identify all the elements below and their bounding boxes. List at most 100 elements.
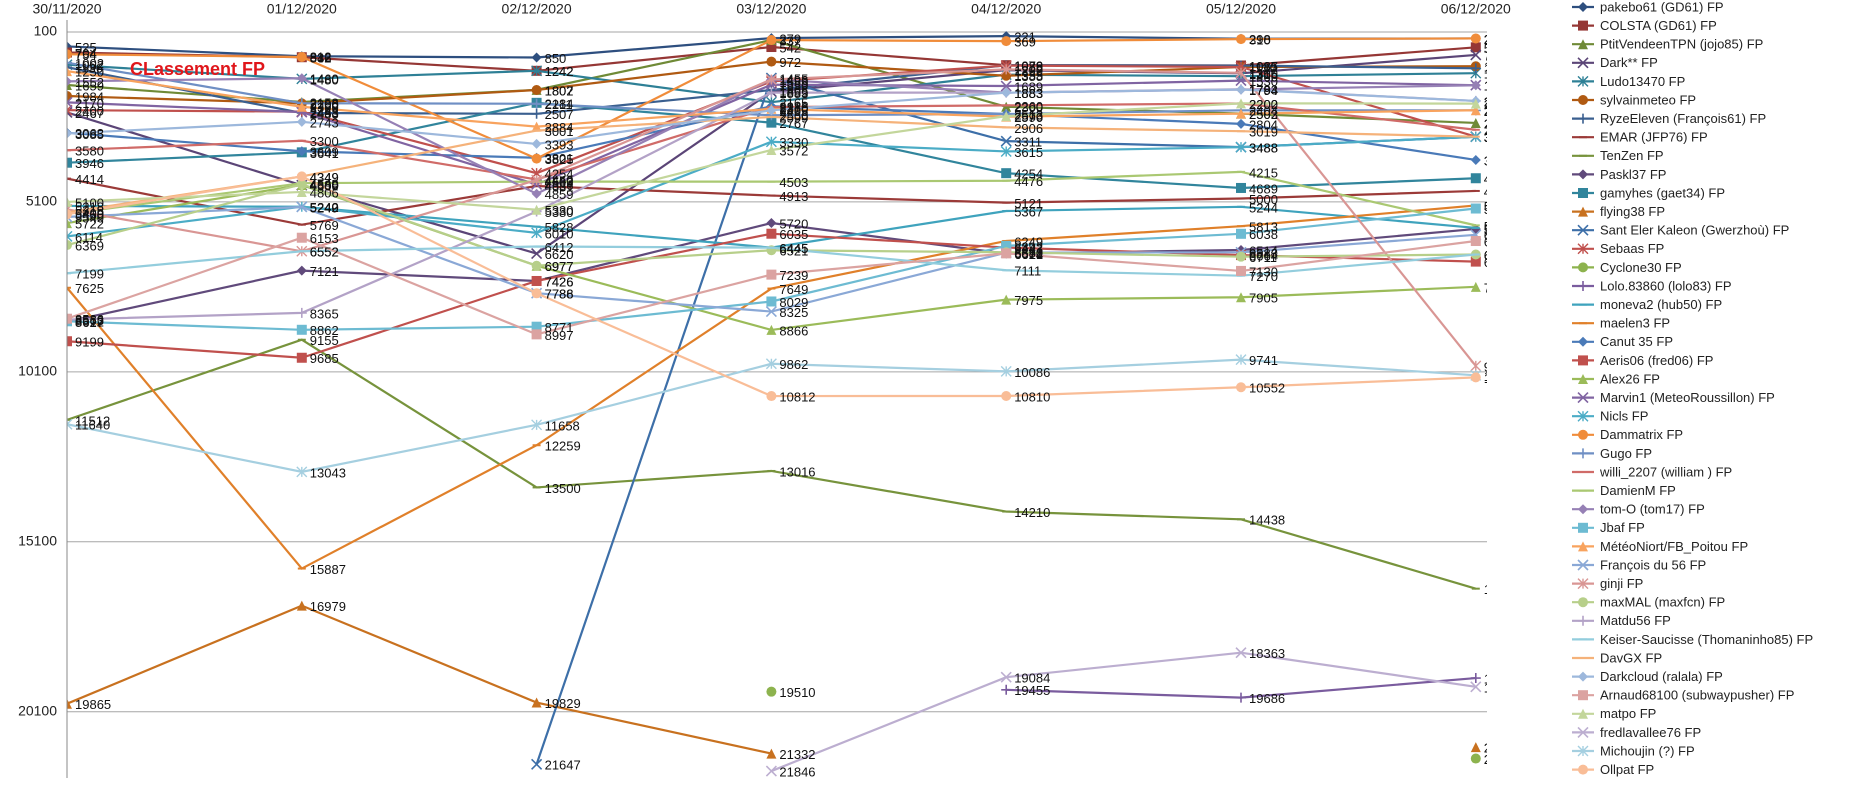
data-label: 9741: [1249, 353, 1278, 368]
marker: [531, 758, 543, 770]
data-label: 1496: [779, 73, 808, 88]
marker: [1578, 448, 1588, 459]
data-label: 1400: [1249, 70, 1278, 85]
data-label: 6592: [1014, 246, 1043, 261]
data-label: 7130: [1249, 264, 1278, 279]
data-label: 1460: [310, 72, 339, 87]
series-line: [67, 338, 1477, 590]
marker: [531, 52, 542, 63]
legend-label: EMAR (JFP76) FP: [1600, 130, 1708, 145]
marker: [1578, 281, 1588, 291]
marker: [765, 305, 777, 318]
data-label: 7975: [1014, 293, 1043, 308]
data-label: 5828: [545, 220, 574, 235]
marker: [1470, 63, 1481, 74]
data-label: 4453: [545, 173, 574, 188]
marker: [1470, 117, 1481, 128]
marker: [766, 296, 777, 307]
data-label: 5450: [75, 207, 104, 222]
data-label: 775: [1484, 48, 1506, 63]
marker: [531, 329, 542, 340]
marker: [766, 748, 777, 759]
legend-label: RyzeEleven (François61) FP: [1600, 111, 1766, 126]
data-label: 1200: [1014, 63, 1043, 78]
data-label: 6580: [1014, 246, 1043, 261]
marker: [296, 201, 308, 213]
marker: [531, 419, 543, 431]
marker: [1578, 429, 1588, 440]
marker: [1578, 374, 1588, 384]
data-label: 2400: [75, 104, 104, 119]
data-label: 4403: [1484, 172, 1513, 187]
data-label: 8563: [75, 313, 104, 328]
legend-label: Canut 35 FP: [1600, 334, 1673, 349]
data-label: 3180: [1484, 130, 1513, 145]
marker: [67, 96, 73, 108]
data-label: 3641: [310, 146, 339, 161]
data-label: 3825: [545, 152, 574, 167]
data-label: 21846: [779, 765, 815, 780]
marker: [296, 179, 307, 190]
data-label: 3085: [75, 127, 104, 142]
marker: [1236, 84, 1246, 95]
data-label: 2599: [779, 110, 808, 125]
data-label: 1002: [75, 56, 104, 71]
data-label: 1250: [75, 65, 104, 80]
data-label: 1883: [1014, 86, 1043, 101]
data-label: 2404: [1249, 104, 1278, 119]
data-label: 4806: [310, 185, 339, 200]
data-label: 7426: [545, 274, 574, 289]
data-label: 3300: [310, 134, 339, 149]
legend-label: pakebo61 (GD61) FP: [1600, 0, 1724, 14]
data-label: 6250: [1484, 234, 1513, 249]
data-label: 6392: [1014, 239, 1043, 254]
marker: [1001, 240, 1012, 251]
data-label: 5790: [1484, 219, 1513, 234]
y-tick-label: 100: [34, 23, 58, 39]
data-label: 4609: [310, 179, 339, 194]
data-label: 7625: [75, 281, 104, 296]
marker: [1236, 108, 1246, 119]
marker: [1236, 228, 1246, 239]
data-label: 16479: [1484, 582, 1520, 597]
data-label: 19829: [545, 696, 581, 711]
data-label: 8612: [75, 315, 104, 330]
data-label: 1807: [545, 83, 574, 98]
data-label: 2128: [1484, 94, 1513, 109]
data-label: 704: [75, 46, 97, 61]
marker: [67, 336, 72, 347]
data-label: 8997: [545, 328, 574, 343]
data-label: 2743: [310, 115, 339, 130]
marker: [531, 153, 542, 164]
data-label: 8862: [310, 323, 339, 338]
data-label: 5240: [310, 200, 339, 215]
legend-label: MétéoNiort/FB_Poitou FP: [1600, 539, 1748, 554]
marker: [531, 260, 542, 271]
marker: [296, 73, 307, 84]
legend-label: Dark** FP: [1600, 55, 1658, 70]
data-label: 10810: [1014, 389, 1050, 404]
data-label: 4580: [310, 178, 339, 193]
data-label: 1455: [779, 71, 808, 86]
marker: [296, 186, 307, 197]
marker: [1470, 753, 1481, 764]
data-label: 5722: [75, 217, 104, 232]
marker: [67, 57, 72, 68]
data-label: 3572: [779, 143, 808, 158]
data-label: 5121: [1014, 196, 1043, 211]
data-label: 1300: [1249, 66, 1278, 81]
data-label: 4349: [310, 170, 339, 185]
data-label: 7649: [779, 282, 808, 297]
data-label: 3180: [1484, 130, 1513, 145]
marker: [531, 174, 543, 186]
data-label: 6153: [310, 231, 339, 246]
data-label: 13016: [779, 464, 815, 479]
legend-label: Michoujin (?) FP: [1600, 743, 1695, 758]
legend-label: Sebaas FP: [1600, 241, 1664, 256]
data-label: 6664: [1249, 249, 1278, 264]
data-label: 1480: [310, 72, 339, 87]
data-label: 19455: [1014, 683, 1050, 698]
data-label: 6114: [75, 230, 103, 245]
data-label: 3801: [545, 151, 574, 166]
marker: [531, 204, 542, 215]
